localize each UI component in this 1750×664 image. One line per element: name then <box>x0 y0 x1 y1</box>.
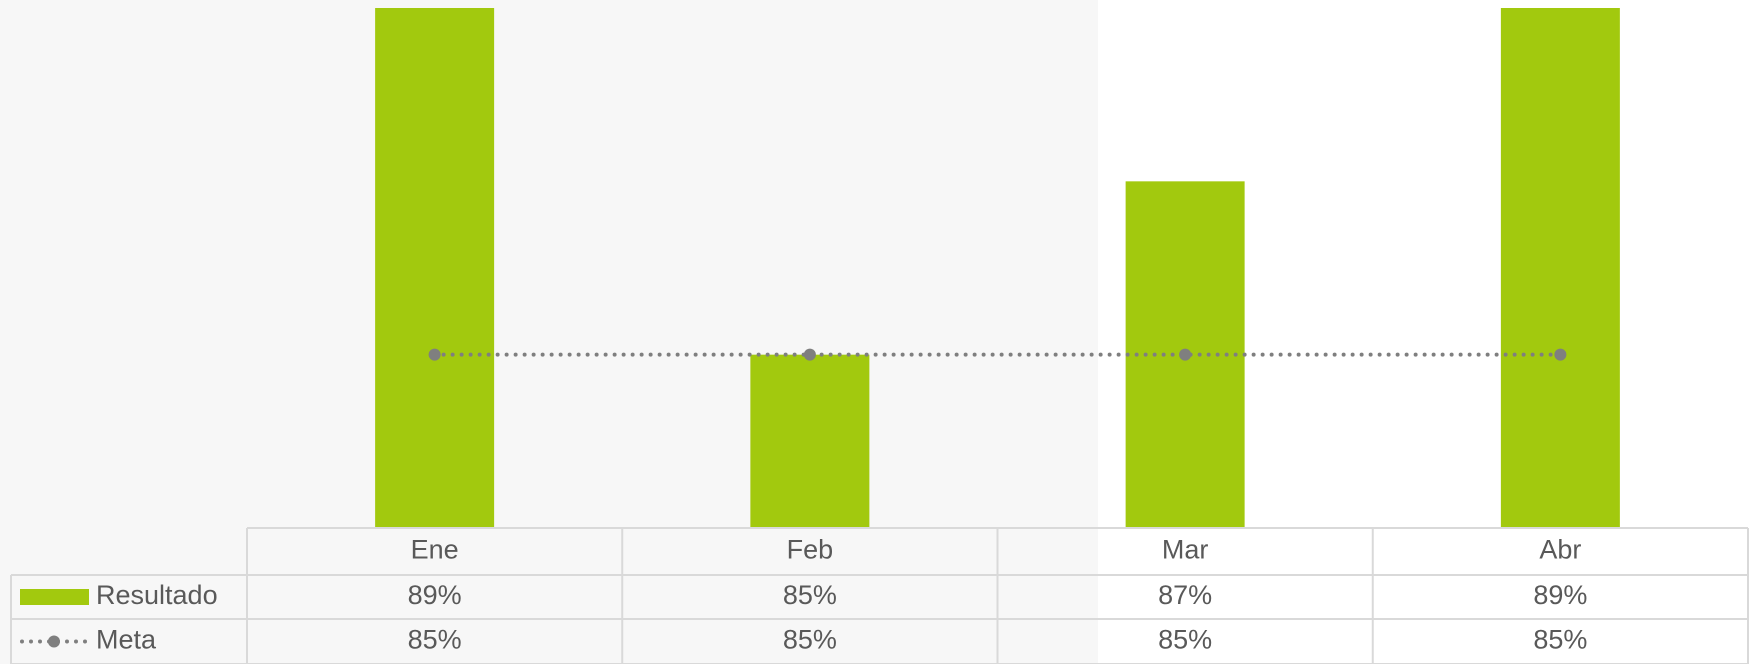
marker <box>1554 348 1567 361</box>
data-label: 85% <box>1158 625 1212 655</box>
data-label: 85% <box>408 625 462 655</box>
legend-label: Meta <box>96 625 157 655</box>
marker <box>803 348 816 361</box>
data-label: 89% <box>1533 580 1587 610</box>
legend-key <box>20 589 89 605</box>
data-label: 85% <box>783 625 837 655</box>
bar <box>375 8 495 528</box>
x-tick-label: Abr <box>1539 535 1581 565</box>
x-tick-label: Ene <box>411 535 459 565</box>
legend-label: Resultado <box>96 580 218 610</box>
data-label: 85% <box>783 580 837 610</box>
background-panel <box>0 0 1098 664</box>
data-label: 85% <box>1533 625 1587 655</box>
bar <box>750 354 870 528</box>
x-tick-label: Mar <box>1162 535 1209 565</box>
data-label: 87% <box>1158 580 1212 610</box>
marker <box>428 348 441 361</box>
marker <box>1179 348 1192 361</box>
bar <box>1500 8 1620 528</box>
legend-key-marker <box>48 635 60 648</box>
x-tick-label: Feb <box>787 535 834 565</box>
data-label: 89% <box>408 580 462 610</box>
